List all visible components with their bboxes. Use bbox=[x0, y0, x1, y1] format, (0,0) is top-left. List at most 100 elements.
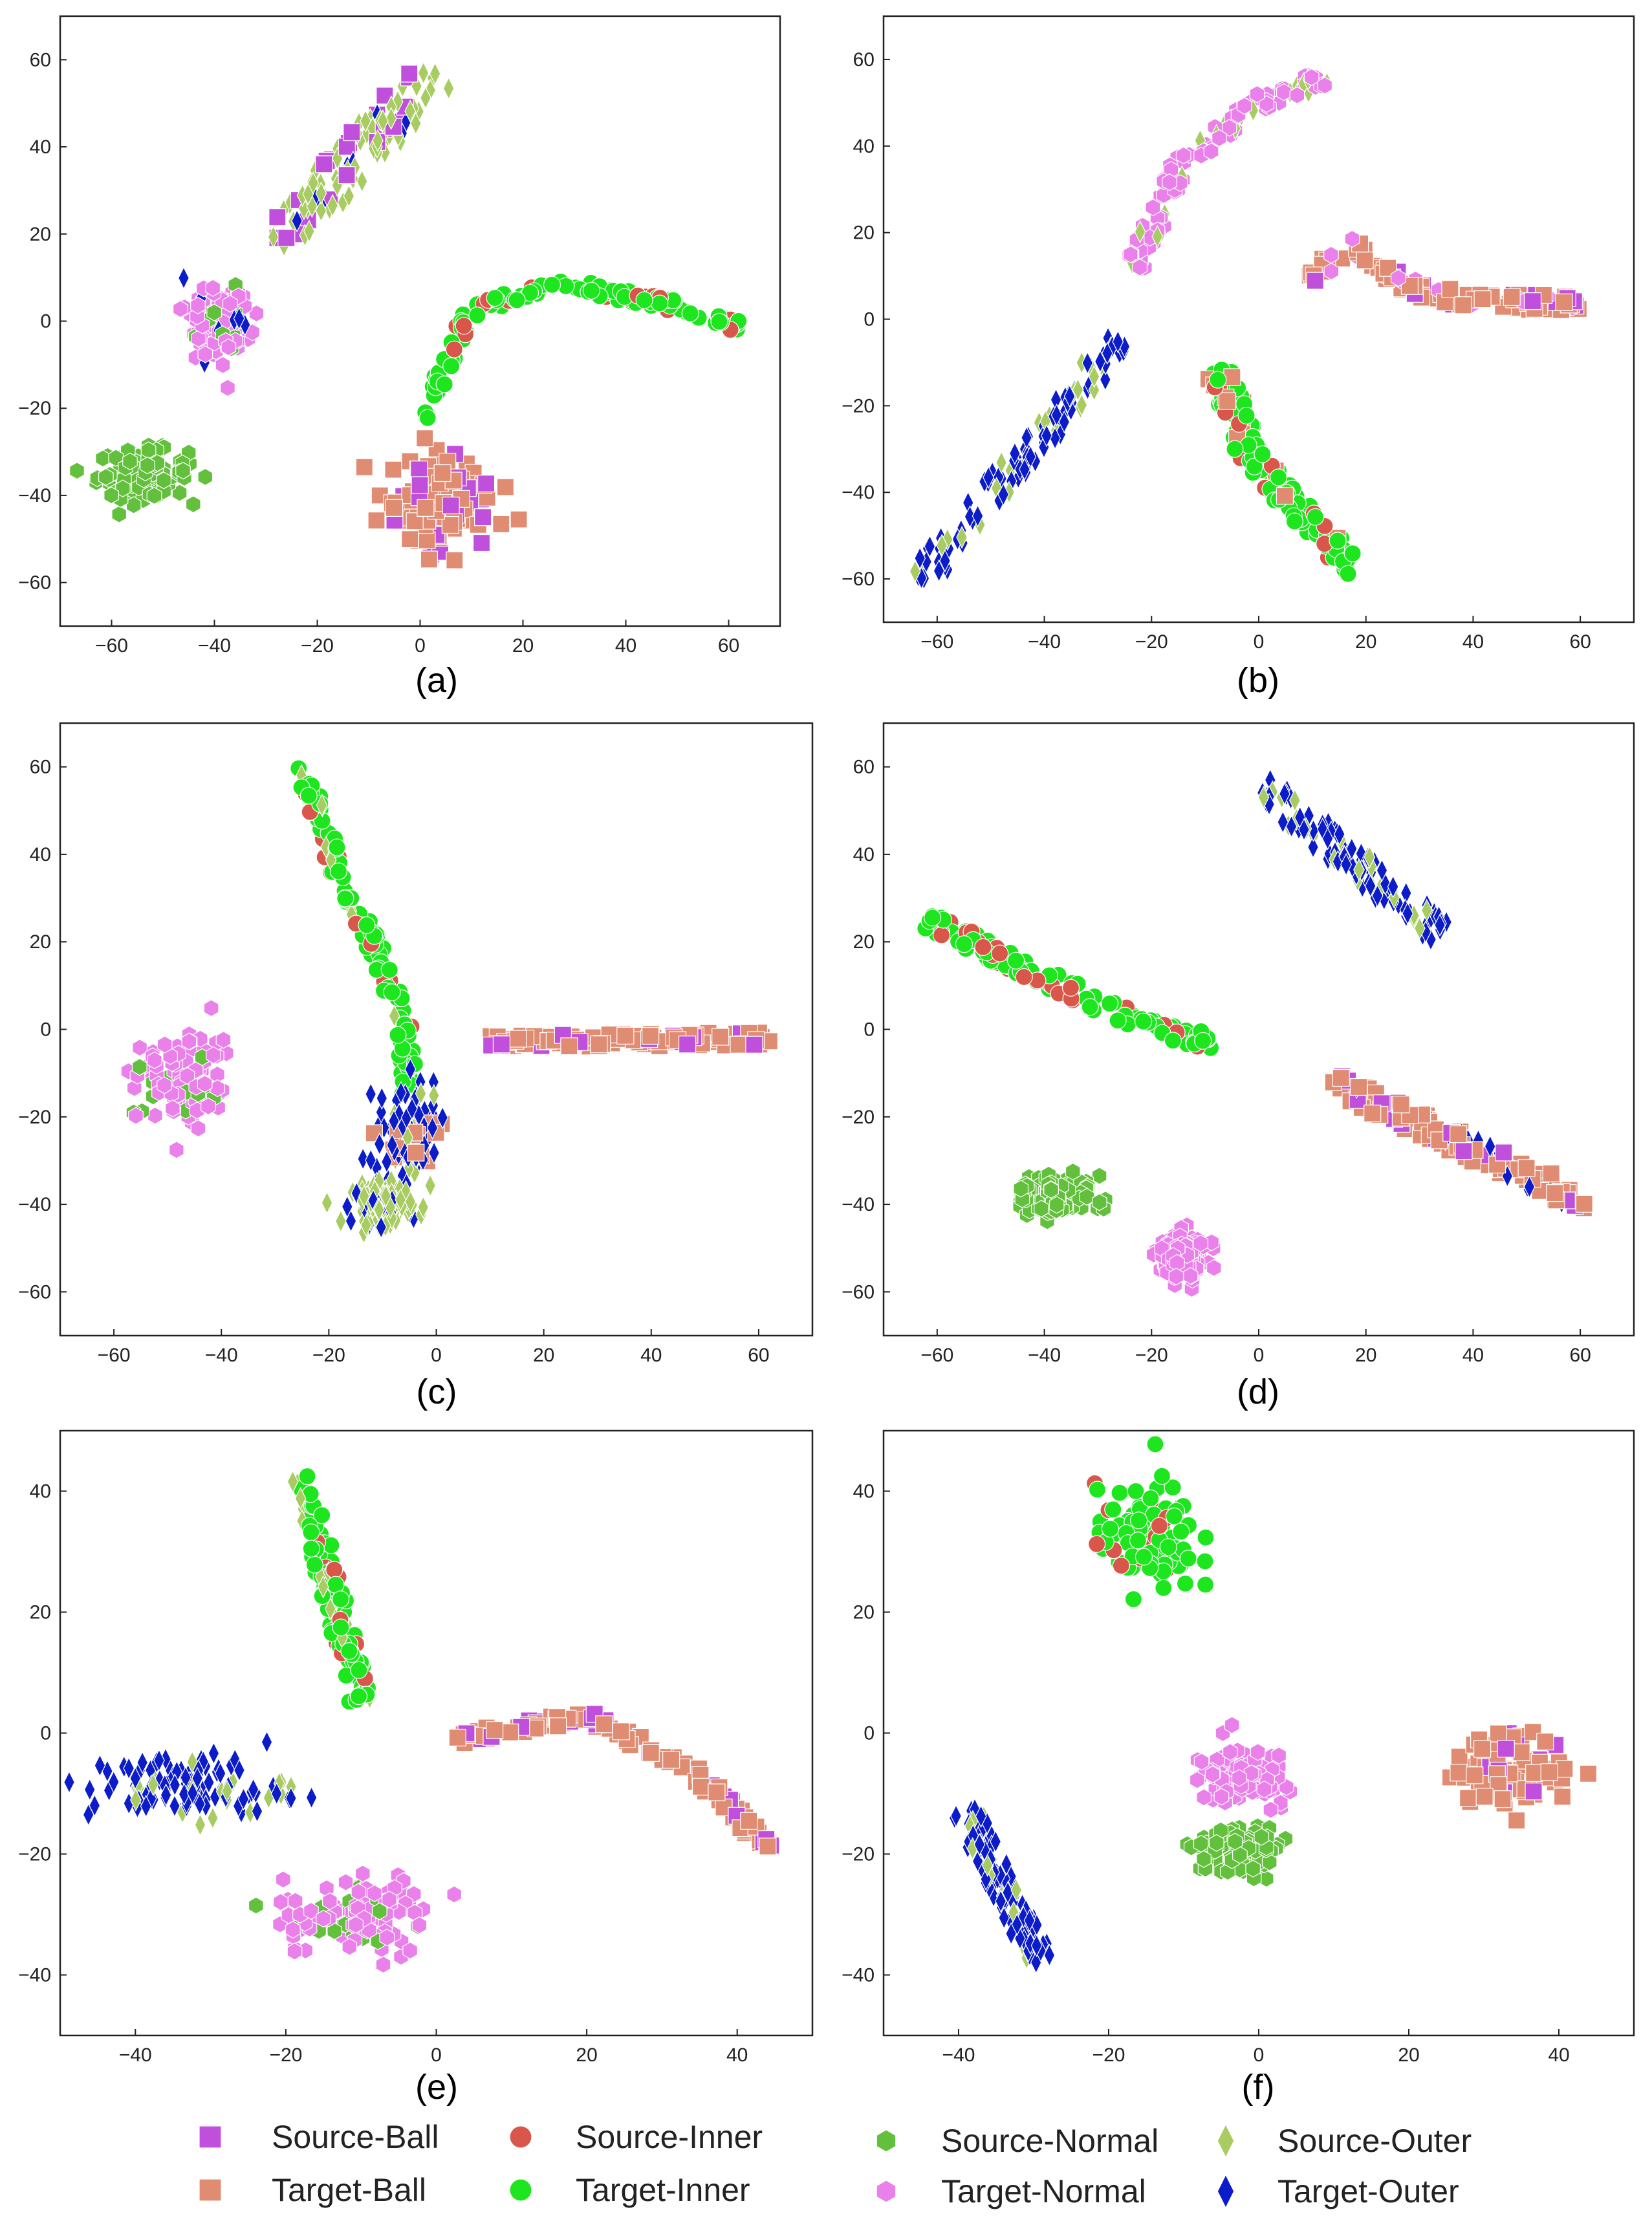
target-normal-marker bbox=[222, 295, 238, 313]
target-ball-marker bbox=[595, 1715, 613, 1733]
target-normal-marker bbox=[1323, 263, 1340, 281]
y-tick-label: 60 bbox=[853, 757, 875, 778]
target-inner-marker bbox=[1254, 445, 1272, 463]
target-ball-marker bbox=[1542, 1164, 1560, 1182]
target-normal-marker bbox=[1317, 76, 1332, 94]
point-source-normal bbox=[69, 462, 85, 480]
target-normal-marker bbox=[1323, 246, 1339, 264]
target-inner-marker bbox=[1329, 532, 1347, 550]
x-tick-label: −40 bbox=[205, 1345, 238, 1366]
y-tick-label: 40 bbox=[853, 136, 875, 157]
y-tick-label: −20 bbox=[18, 398, 51, 419]
panel-label-d: (d) bbox=[1237, 1372, 1279, 1411]
cluster-3 bbox=[69, 437, 213, 523]
point-target-inner bbox=[435, 375, 453, 393]
point-source-normal bbox=[1065, 1162, 1081, 1180]
point-target-inner bbox=[299, 786, 318, 805]
target-normal-marker bbox=[221, 338, 237, 356]
point-target-normal bbox=[206, 1046, 221, 1064]
target-outer-marker bbox=[291, 209, 303, 233]
source-outer-marker bbox=[409, 111, 422, 135]
target-inner-marker bbox=[1006, 951, 1025, 970]
point-target-normal bbox=[181, 1032, 197, 1050]
point-target-inner bbox=[1109, 1012, 1127, 1030]
point-target-normal bbox=[1182, 1267, 1199, 1285]
target-ball-marker bbox=[759, 1838, 777, 1856]
point-target-inner bbox=[302, 1523, 320, 1541]
point-target-ball bbox=[485, 1721, 504, 1739]
point-target-normal bbox=[220, 379, 235, 397]
point-source-inner bbox=[991, 944, 1009, 962]
target-inner-marker bbox=[1237, 407, 1255, 425]
source-ball-marker bbox=[473, 508, 492, 526]
y-tick-label: −60 bbox=[842, 569, 875, 590]
source-normal-marker bbox=[156, 472, 171, 490]
point-source-outer bbox=[327, 193, 339, 217]
source-inner-marker bbox=[974, 938, 992, 957]
source-outer-marker bbox=[376, 109, 389, 133]
source-outer-marker bbox=[404, 100, 417, 123]
point-target-inner bbox=[328, 838, 346, 856]
target-inner-marker bbox=[468, 307, 486, 325]
target-normal-marker bbox=[190, 1119, 206, 1138]
point-source-ball bbox=[745, 1036, 763, 1054]
target-normal-marker bbox=[197, 1075, 213, 1093]
target-inner-marker bbox=[331, 1590, 350, 1609]
x-tick-label: −20 bbox=[269, 2044, 302, 2066]
x-tick-label: 40 bbox=[1462, 1345, 1484, 1366]
point-source-outer bbox=[442, 76, 455, 100]
x-tick-label: −40 bbox=[1028, 631, 1061, 653]
point-source-inner bbox=[1061, 979, 1080, 997]
point-source-outer bbox=[409, 111, 422, 135]
source-ball-marker bbox=[1523, 292, 1542, 310]
x-tick-label: 60 bbox=[718, 635, 739, 656]
target-inner-marker bbox=[1343, 545, 1362, 563]
target-normal-marker bbox=[1237, 97, 1252, 115]
point-target-ball bbox=[496, 478, 515, 496]
point-source-inner bbox=[932, 926, 951, 944]
point-source-outer bbox=[404, 100, 417, 123]
point-source-ball bbox=[1306, 272, 1325, 290]
x-tick-label: 20 bbox=[512, 635, 534, 656]
point-source-ball bbox=[1495, 1144, 1513, 1162]
target-normal-marker bbox=[1182, 1267, 1199, 1285]
target-normal-marker bbox=[1203, 142, 1219, 160]
x-tick-label: 0 bbox=[431, 2044, 442, 2066]
target-inner-marker bbox=[635, 291, 653, 309]
target-inner-marker bbox=[923, 909, 942, 927]
x-tick-label: 40 bbox=[1462, 631, 1484, 653]
y-tick-label: −20 bbox=[842, 395, 875, 417]
y-tick-label: 0 bbox=[864, 309, 875, 331]
point-target-ball bbox=[367, 512, 386, 530]
source-normal-marker bbox=[114, 479, 131, 497]
target-inner-marker bbox=[1100, 994, 1119, 1013]
source-ball-marker bbox=[745, 1036, 763, 1054]
target-ball-marker bbox=[509, 1030, 527, 1048]
point-target-ball bbox=[418, 531, 436, 549]
panel-label-a: (a) bbox=[415, 661, 458, 700]
target-inner-marker bbox=[955, 935, 973, 953]
point-source-normal bbox=[175, 462, 191, 480]
target-ball-marker bbox=[1517, 1159, 1536, 1177]
target-ball-marker bbox=[1473, 290, 1492, 309]
point-target-ball bbox=[1364, 1104, 1382, 1123]
point-target-inner bbox=[582, 281, 600, 299]
x-tick-label: 20 bbox=[1355, 631, 1376, 653]
point-source-inner bbox=[325, 1561, 343, 1579]
y-tick-label: −40 bbox=[842, 1194, 875, 1215]
point-target-ball bbox=[509, 1030, 527, 1048]
point-target-inner bbox=[442, 357, 461, 375]
x-tick-label: 0 bbox=[1254, 1345, 1265, 1366]
x-tick-label: 40 bbox=[726, 2044, 748, 2066]
target-normal-marker bbox=[181, 1032, 197, 1050]
point-source-normal bbox=[1013, 1180, 1029, 1198]
target-inner-marker bbox=[1081, 998, 1099, 1016]
point-target-inner bbox=[1339, 565, 1357, 583]
target-ball-marker bbox=[1350, 1078, 1368, 1096]
y-tick-label: −40 bbox=[842, 482, 875, 503]
point-source-inner bbox=[445, 340, 463, 358]
target-inner-marker bbox=[710, 312, 728, 331]
target-normal-marker bbox=[147, 1107, 163, 1125]
